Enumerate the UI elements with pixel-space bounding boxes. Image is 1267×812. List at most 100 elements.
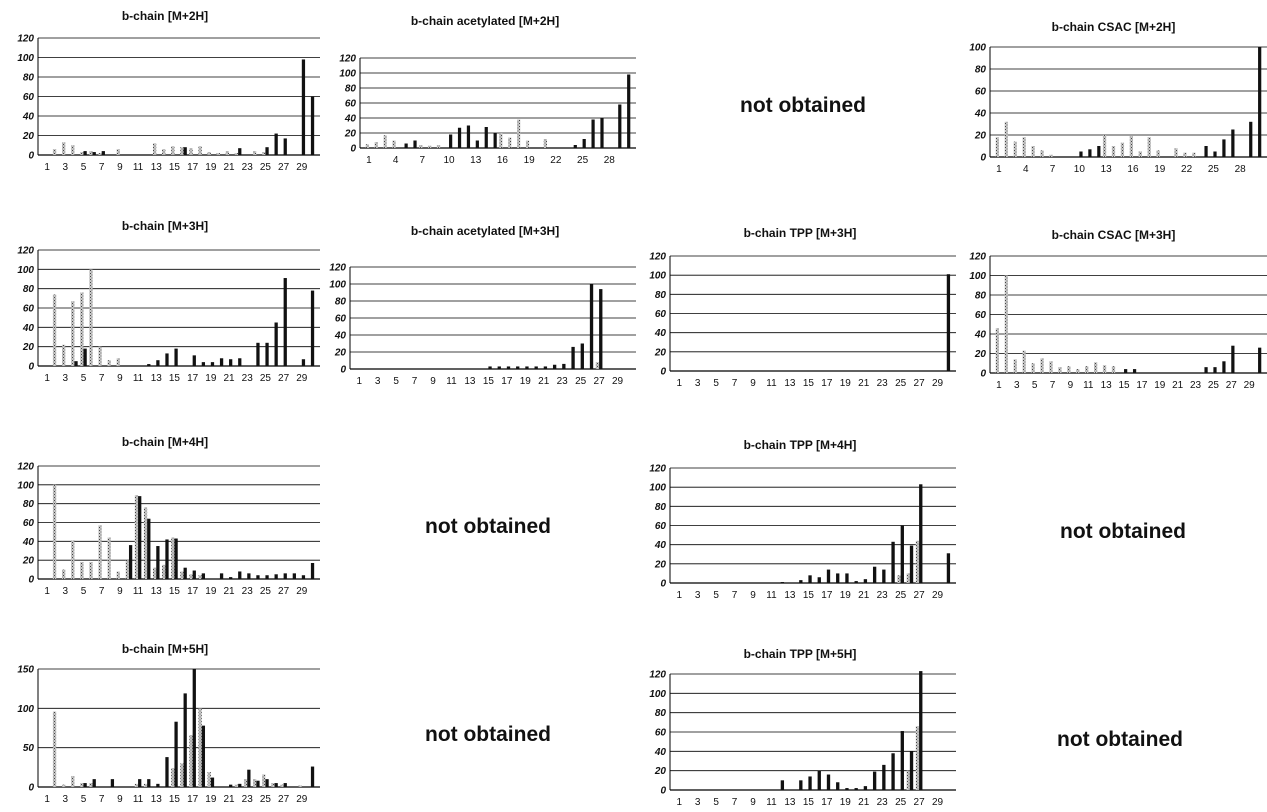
x-tick-label: 29	[932, 590, 944, 601]
y-tick-label: 60	[335, 314, 347, 325]
bar-dark	[845, 788, 849, 790]
x-tick-label: 10	[1074, 164, 1086, 175]
y-tick-label: 0	[28, 151, 34, 162]
bar-dark	[128, 545, 133, 579]
bar-hatched	[80, 562, 84, 579]
x-tick-label: 15	[483, 376, 495, 387]
y-tick-label: 40	[654, 328, 667, 339]
x-tick-label: 7	[732, 378, 738, 389]
x-tick-label: 1	[44, 794, 50, 805]
y-tick-label: 100	[969, 43, 986, 54]
x-tick-label: 3	[63, 794, 69, 805]
bar-hatched	[298, 785, 302, 787]
x-tick-label: 29	[296, 162, 308, 173]
y-tick-label: 100	[329, 280, 346, 291]
bar-dark	[466, 125, 471, 148]
bar-hatched	[383, 135, 387, 148]
bar-hatched	[1192, 152, 1196, 157]
x-tick-label: 19	[1154, 380, 1166, 391]
bar-hatched	[262, 152, 266, 155]
y-tick-label: 80	[23, 499, 35, 510]
x-tick-label: 27	[278, 162, 290, 173]
y-tick-label: 100	[17, 53, 34, 64]
x-tick-label: 29	[296, 794, 308, 805]
x-tick-label: 3	[1014, 380, 1020, 391]
x-tick-label: 7	[99, 794, 105, 805]
x-tick-label: 9	[117, 373, 123, 384]
bar-hatched	[89, 269, 93, 366]
bar-dark	[493, 133, 497, 148]
x-tick-label: 25	[577, 155, 589, 166]
bar-hatched	[595, 362, 600, 369]
bar-dark	[506, 366, 511, 369]
bar-hatched	[1111, 146, 1116, 157]
y-tick-label: 40	[22, 537, 35, 548]
y-tick-label: 0	[980, 153, 986, 164]
chart-title: b-chain [M+4H]	[121, 435, 209, 449]
x-tick-label: 1	[356, 376, 362, 387]
x-tick-label: 9	[117, 586, 123, 597]
bar-dark	[1213, 151, 1217, 157]
bar-dark	[836, 573, 840, 583]
chart-panel-m2h-bchain: b-chain [M+2H] 0 20 40 60 80 100 120 1 3 5 7 9 11 13 1…	[0, 0, 330, 195]
bar-hatched	[80, 783, 84, 787]
bar-dark	[138, 779, 142, 787]
bar-hatched	[1022, 137, 1026, 157]
bar-dark	[817, 770, 821, 790]
y-tick-label: 100	[649, 483, 666, 494]
x-tick-label: 11	[1083, 380, 1094, 391]
bar-dark	[83, 783, 87, 787]
x-tick-label: 15	[169, 162, 181, 173]
x-tick-label: 19	[840, 378, 852, 389]
x-tick-label: 27	[1226, 380, 1238, 391]
x-tick-label: 9	[750, 378, 756, 389]
bar-hatched	[171, 146, 175, 155]
bar-hatched	[89, 562, 93, 579]
y-tick-label: 120	[17, 246, 34, 257]
x-tick-label: 22	[550, 155, 562, 166]
bar-dark	[147, 779, 151, 787]
bar-dark	[573, 145, 577, 148]
y-tick-label: 20	[22, 342, 35, 353]
bar-hatched	[143, 507, 148, 579]
y-tick-label: 60	[655, 728, 667, 739]
bar-dark	[1249, 121, 1253, 157]
x-tick-label: 25	[260, 586, 272, 597]
bar-hatched	[116, 571, 120, 579]
y-tick-label: 20	[974, 131, 987, 142]
bar-dark	[919, 484, 923, 583]
bar-hatched	[234, 784, 239, 787]
y-tick-label: 40	[974, 330, 987, 341]
chart-title: b-chain TPP [M+3H]	[743, 226, 857, 240]
y-tick-label: 60	[23, 304, 35, 315]
x-tick-label: 3	[63, 373, 69, 384]
bar-hatched	[1102, 135, 1107, 157]
y-tick-label: 60	[655, 309, 667, 320]
y-tick-label: 80	[975, 291, 987, 302]
bar-hatched	[1094, 362, 1098, 373]
bar-hatched	[52, 484, 57, 579]
y-tick-label: 20	[654, 559, 667, 570]
x-tick-label: 1	[44, 162, 50, 173]
bar-dark	[83, 348, 87, 366]
bar-dark	[274, 133, 278, 155]
x-tick-label: 17	[187, 794, 199, 805]
bar-hatched	[189, 148, 193, 155]
bar-dark	[1124, 369, 1128, 373]
y-tick-label: 0	[350, 144, 356, 155]
bar-hatched	[436, 145, 441, 148]
x-tick-label: 13	[464, 376, 476, 387]
x-tick-label: 29	[1244, 380, 1256, 391]
bar-hatched	[152, 567, 157, 579]
chart-title: b-chain CSAC [M+2H]	[1051, 20, 1176, 34]
bar-dark	[247, 573, 251, 579]
x-tick-label: 7	[1050, 164, 1056, 175]
x-tick-label: 19	[1154, 164, 1166, 175]
chart-title: b-chain [M+5H]	[121, 642, 209, 656]
bar-hatched	[171, 537, 175, 579]
bar-dark	[247, 769, 251, 787]
bar-hatched	[89, 151, 93, 155]
bar-dark	[891, 541, 895, 583]
